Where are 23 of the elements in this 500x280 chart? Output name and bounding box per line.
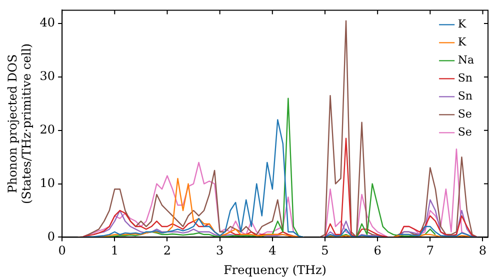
y-tick-label: 30 (40, 69, 56, 84)
x-tick-label: 1 (110, 244, 118, 258)
x-tick-label: 8 (478, 244, 487, 258)
y-tick-label: 10 (40, 176, 56, 190)
y-tick-label: 0 (47, 229, 56, 244)
legend-label: Na (458, 54, 474, 67)
x-tick-label: 0 (58, 244, 66, 258)
legend-label: Sn (458, 90, 472, 103)
y-tick-label: 40 (40, 16, 56, 30)
y-axis-title: Phonon projected DOS (States/THz·primitive cell) (5, 43, 34, 204)
legend-label: K (458, 36, 467, 49)
legend-label: K (458, 18, 467, 31)
x-tick-label: 3 (216, 244, 224, 258)
x-axis-title: Frequency (THz) (224, 262, 326, 277)
legend-label: Sn (458, 72, 472, 85)
legend-label: Se (458, 108, 472, 121)
y-tick-label: 20 (40, 122, 56, 136)
legend-label: Se (458, 126, 472, 139)
x-tick-label: 2 (163, 244, 172, 258)
x-tick-label: 6 (374, 244, 382, 258)
x-tick-label: 4 (268, 244, 277, 258)
x-tick-label: 5 (321, 244, 329, 258)
x-tick-label: 7 (426, 244, 434, 258)
